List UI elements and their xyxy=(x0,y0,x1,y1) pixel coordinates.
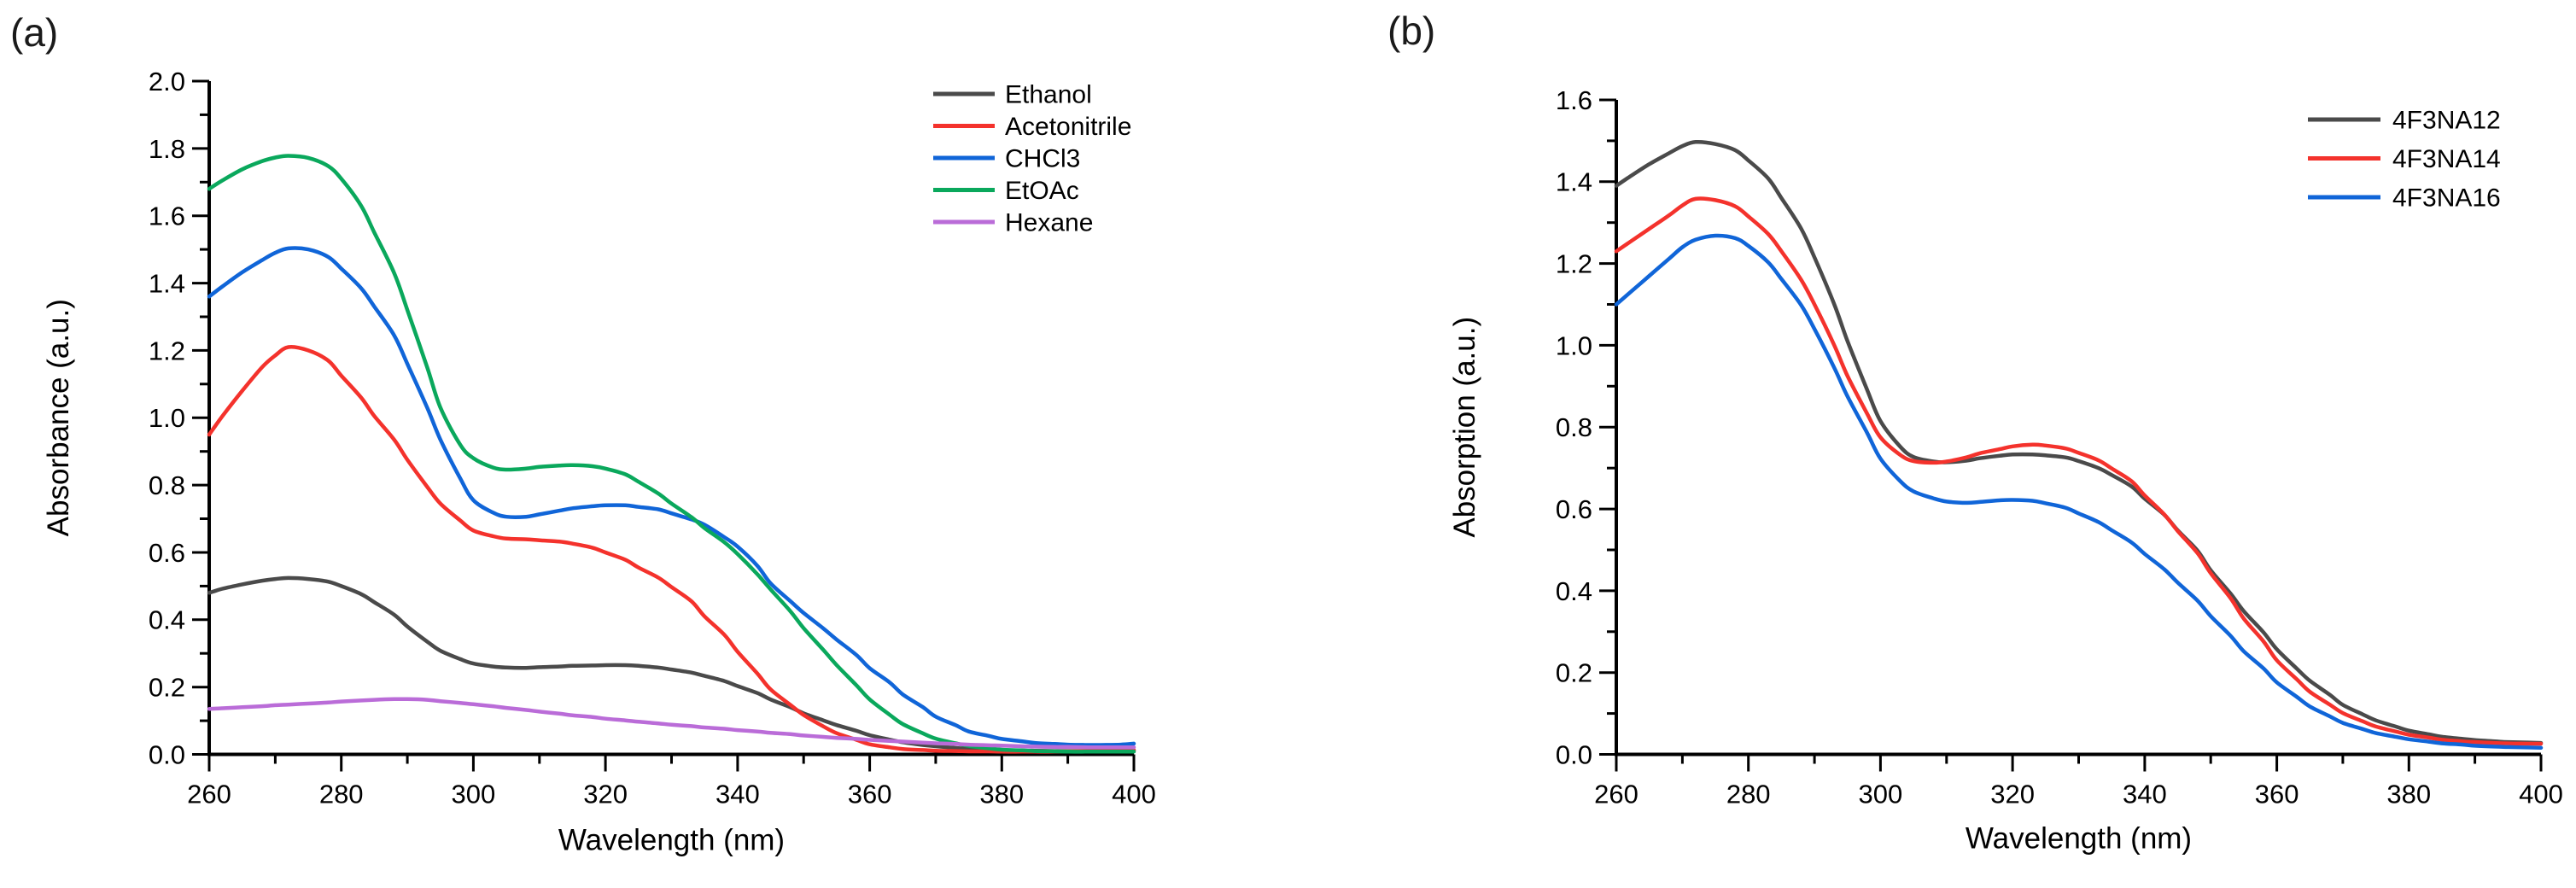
legend-label-Ethanol: Ethanol xyxy=(1005,81,1092,109)
x-axis-title: Wavelength (nm) xyxy=(558,824,785,857)
legend-label-4F3NA14: 4F3NA14 xyxy=(2392,145,2501,173)
x-tick-label: 260 xyxy=(1594,780,1638,809)
x-tick-label: 400 xyxy=(2519,780,2563,809)
series-line-EtOAc xyxy=(207,154,1136,754)
y-tick-label: 0.6 xyxy=(1556,494,1592,524)
x-tick-label: 280 xyxy=(319,780,364,809)
axes: 260 280 300 320 340 360 380 400 0.0 0.2 0.4 0.6 0.8 1… xyxy=(149,67,1156,809)
y-tick-label: 0.8 xyxy=(1556,412,1592,442)
y-tick-label: 1.4 xyxy=(1556,167,1592,197)
y-tick-label: 0.4 xyxy=(1556,576,1592,606)
y-tick-label: 1.4 xyxy=(149,268,185,298)
legend-label-Hexane: Hexane xyxy=(1005,209,1093,237)
x-tick-label: 280 xyxy=(1726,780,1771,809)
x-tick-label: 360 xyxy=(848,780,892,809)
y-axis-title: Absorption (a.u.) xyxy=(1448,317,1481,538)
y-tick-label: 0.2 xyxy=(149,673,185,703)
x-tick-label: 360 xyxy=(2255,780,2299,809)
series-line-Hexane xyxy=(207,697,1136,750)
y-tick-label: 2.0 xyxy=(149,67,185,96)
x-tick-label: 400 xyxy=(1112,780,1156,809)
panel-label-a: (a) xyxy=(10,10,58,55)
x-tick-label: 260 xyxy=(187,780,231,809)
y-tick-label: 1.0 xyxy=(1556,330,1592,360)
y-tick-label: 1.2 xyxy=(149,336,185,365)
legend-label-CHCl3: CHCl3 xyxy=(1005,145,1080,173)
y-tick-label: 0.4 xyxy=(149,605,185,635)
series-line-4F3NA14 xyxy=(1614,196,2544,746)
series-curves xyxy=(207,154,1136,754)
series-line-4F3NA12 xyxy=(1614,139,2544,745)
x-tick-label: 380 xyxy=(2386,780,2431,809)
y-tick-label: 1.2 xyxy=(1556,248,1592,278)
legend: 4F3NA12 4F3NA14 4F3NA16 xyxy=(2308,107,2501,213)
legend: Ethanol Acetonitrile CHCl3 EtOAc Hexane xyxy=(933,81,1131,237)
y-tick-label: 0.8 xyxy=(149,470,185,500)
legend-label-4F3NA12: 4F3NA12 xyxy=(2392,107,2501,135)
y-tick-label: 0.0 xyxy=(149,739,185,769)
x-tick-label: 320 xyxy=(583,780,628,809)
axes: 260 280 300 320 340 360 380 400 0.0 0.2 0.4 0.6 0.8 1… xyxy=(1556,85,2563,809)
x-tick-label: 340 xyxy=(716,780,760,809)
panel-label-b: (b) xyxy=(1387,9,1435,53)
y-tick-label: 0.0 xyxy=(1556,739,1592,769)
x-axis-title: Wavelength (nm) xyxy=(1966,822,2192,856)
series-line-Acetonitrile xyxy=(207,345,1136,754)
y-tick-label: 1.6 xyxy=(149,202,185,231)
y-tick-label: 1.6 xyxy=(1556,85,1592,115)
x-tick-label: 300 xyxy=(452,780,496,809)
legend-label-Acetonitrile: Acetonitrile xyxy=(1005,113,1131,141)
y-tick-label: 1.8 xyxy=(149,134,185,164)
x-tick-label: 300 xyxy=(1859,780,1903,809)
series-line-CHCl3 xyxy=(207,246,1136,747)
y-tick-label: 0.2 xyxy=(1556,658,1592,688)
series-curves xyxy=(1614,139,2544,751)
chart-b-absorption-vs-wavelength: 260 280 300 320 340 360 380 400 0.0 0.2 0.4 0.6 0.8 1… xyxy=(1448,85,2563,856)
legend-label-4F3NA16: 4F3NA16 xyxy=(2392,184,2501,213)
y-axis-title: Absorbance (a.u.) xyxy=(42,299,75,536)
x-tick-label: 340 xyxy=(2123,780,2167,809)
x-tick-label: 380 xyxy=(979,780,1024,809)
x-tick-label: 320 xyxy=(1990,780,2035,809)
y-tick-label: 0.6 xyxy=(149,538,185,568)
series-line-4F3NA16 xyxy=(1614,233,2544,751)
legend-label-EtOAc: EtOAc xyxy=(1005,177,1079,205)
y-tick-label: 1.0 xyxy=(149,403,185,433)
chart-a-absorbance-vs-wavelength: 260 280 300 320 340 360 380 400 0.0 0.2 0.4 0.6 0.8 1… xyxy=(42,67,1156,857)
